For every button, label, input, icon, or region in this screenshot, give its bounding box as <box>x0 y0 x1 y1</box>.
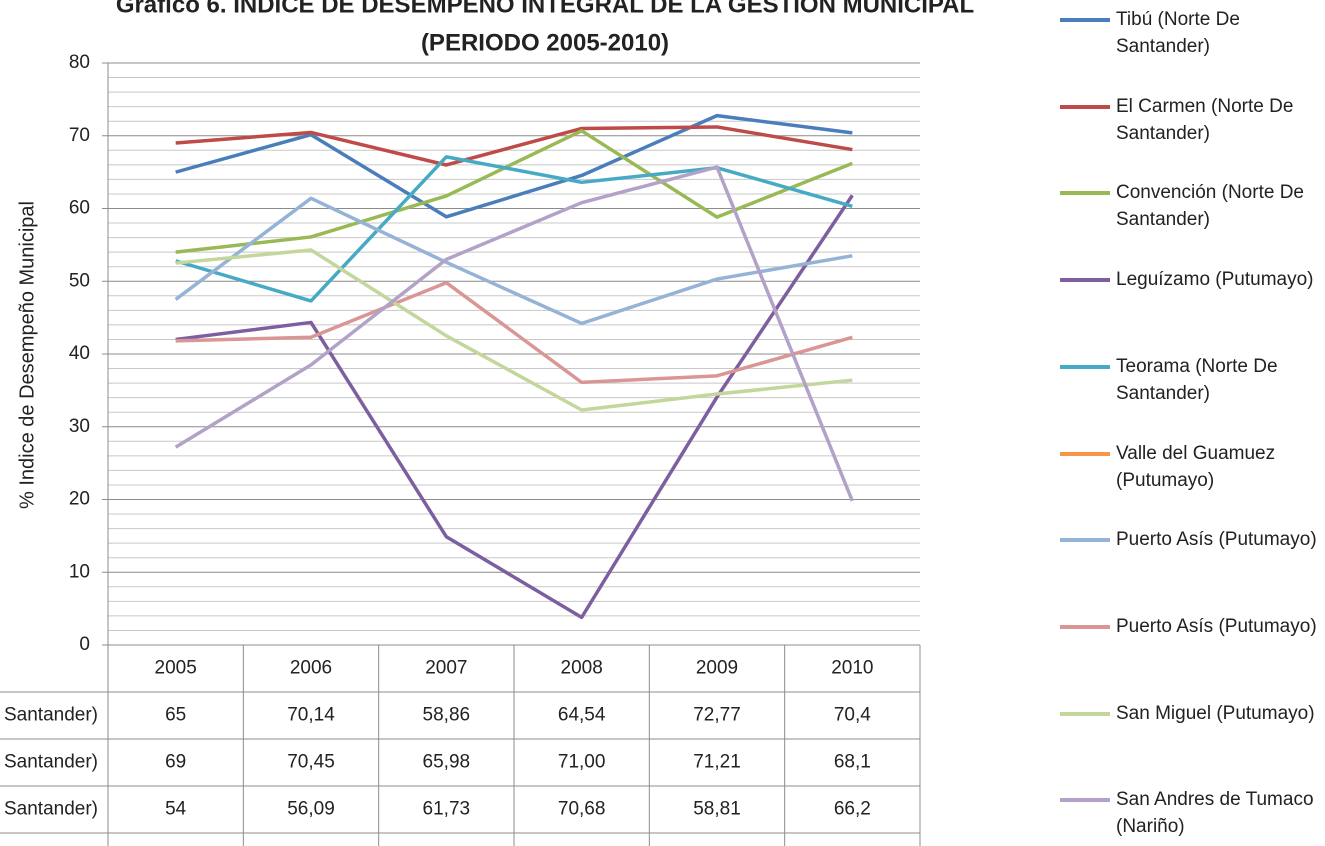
legend-swatch <box>1060 624 1110 629</box>
legend-label: Leguízamo (Putumayo) <box>1116 269 1314 291</box>
legend-item: Puerto Asís (Putumayo) <box>1060 613 1325 640</box>
legend-label: Puerto Asís (Putumayo) <box>1116 615 1317 637</box>
x-tick-label: 2007 <box>425 658 467 679</box>
legend-swatch <box>1060 364 1110 369</box>
x-tick-label: 2009 <box>696 658 738 679</box>
series-line <box>174 196 853 326</box>
legend-swatch <box>1060 451 1110 456</box>
y-tick-label: 70 <box>69 125 90 146</box>
y-tick-label: 10 <box>69 561 90 582</box>
legend-item: El Carmen (Norte De Santander) <box>1060 93 1325 147</box>
x-tick-label: 2005 <box>155 658 197 679</box>
y-tick-label: 50 <box>69 270 90 291</box>
table-cell: 58,86 <box>423 705 471 726</box>
series-line <box>175 125 853 167</box>
legend-item: Valle del Guamuez (Putumayo) <box>1060 440 1325 494</box>
y-axis-label: % Indice de Desempeño Municipal <box>16 201 38 509</box>
legend-item: Teorama (Norte De Santander) <box>1060 353 1325 407</box>
table-cell: 71,21 <box>693 752 741 773</box>
table-cell: 72,77 <box>693 705 741 726</box>
legend-item: Puerto Asís (Putumayo) <box>1060 526 1325 553</box>
series-line <box>175 129 853 254</box>
series-line <box>175 280 853 385</box>
legend-swatch <box>1060 104 1110 109</box>
table-cell: 66,2 <box>834 799 871 820</box>
y-tick-label: 30 <box>69 416 90 437</box>
table-cell: 65 <box>165 705 186 726</box>
y-tick-label: 0 <box>79 634 90 655</box>
legend-swatch <box>1060 538 1110 543</box>
table-cell: 64,54 <box>558 705 606 726</box>
legend-label: San Andres de Tumaco (Nariño) <box>1116 789 1314 838</box>
table-cell: 70,68 <box>558 799 606 820</box>
table-row-label: Tibú (Norte De Santander) <box>0 705 98 726</box>
legend-label: Convención (Norte De Santander) <box>1116 182 1304 231</box>
table-cell: 68,1 <box>834 752 871 773</box>
x-tick-label: 2006 <box>290 658 332 679</box>
legend-label: El Carmen (Norte De Santander) <box>1116 95 1294 144</box>
table-row-label: Convención (Norte De Santander) <box>0 799 98 820</box>
y-tick-label: 60 <box>69 198 90 219</box>
legend-label: Teorama (Norte De Santander) <box>1116 355 1278 404</box>
series-line <box>175 155 853 303</box>
table-cell: 70,45 <box>287 752 335 773</box>
series-line <box>175 194 854 620</box>
legend-swatch <box>1060 798 1110 803</box>
legend-swatch <box>1060 18 1110 22</box>
chart-title: Gráfico 6. ÍNDICE DE DESEMPEÑO INTEGRAL … <box>116 0 974 18</box>
table-cell: 70,4 <box>834 705 871 726</box>
legend-label: Valle del Guamuez (Putumayo) <box>1116 442 1276 491</box>
x-tick-label: 2010 <box>831 658 873 679</box>
legend-swatch <box>1060 278 1110 283</box>
y-tick-label: 20 <box>69 489 90 510</box>
table-cell: 58,81 <box>693 799 741 820</box>
legend-item: Tibú (Norte De Santander) <box>1060 6 1325 60</box>
table-row-label: El Carmen (Norte De Santander) <box>0 752 98 773</box>
table-cell: 69 <box>165 752 186 773</box>
table-cell: 56,09 <box>287 799 335 820</box>
legend-label: Puerto Asís (Putumayo) <box>1116 529 1317 551</box>
series-line <box>174 165 854 502</box>
legend-swatch <box>1060 191 1110 196</box>
y-tick-label: 40 <box>69 343 90 364</box>
legend-label: Tibú (Norte De Santander) <box>1116 9 1240 57</box>
table-cell: 61,73 <box>423 799 471 820</box>
legend-item: Convención (Norte De Santander) <box>1060 179 1325 233</box>
legend-item: San Miguel (Putumayo) <box>1060 700 1325 727</box>
table-cell: 65,98 <box>423 752 471 773</box>
legend-item: San Andres de Tumaco (Nariño) <box>1060 786 1325 840</box>
y-tick-label: 80 <box>69 52 90 73</box>
table-cell: 71,00 <box>558 752 606 773</box>
x-tick-label: 2008 <box>561 658 603 679</box>
table-cell: 70,14 <box>287 705 335 726</box>
chart-subtitle: (PERIODO 2005-2010) <box>421 29 669 56</box>
legend-item: Leguízamo (Putumayo) <box>1060 266 1325 293</box>
series-line <box>175 248 853 412</box>
legend-swatch <box>1060 711 1110 716</box>
legend-label: San Miguel (Putumayo) <box>1116 702 1315 724</box>
table-cell: 54 <box>165 799 187 820</box>
series-line <box>175 113 853 219</box>
